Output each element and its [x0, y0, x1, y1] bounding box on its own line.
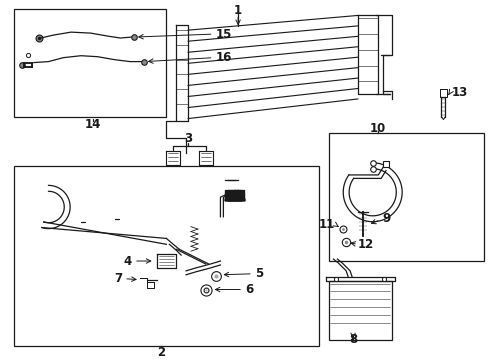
- Text: 12: 12: [358, 238, 374, 251]
- Text: 8: 8: [349, 333, 357, 346]
- Text: 6: 6: [245, 283, 253, 296]
- Text: 5: 5: [255, 267, 263, 280]
- Bar: [328, 281, 392, 339]
- Text: 2: 2: [157, 346, 166, 359]
- Text: 15: 15: [216, 28, 232, 41]
- Text: 11: 11: [319, 218, 335, 231]
- Bar: [14, 9, 167, 117]
- Text: 9: 9: [383, 212, 391, 225]
- Bar: [328, 133, 484, 261]
- Text: 4: 4: [124, 255, 132, 267]
- Text: 3: 3: [184, 132, 192, 145]
- Text: 1: 1: [234, 4, 242, 17]
- Text: 14: 14: [85, 118, 101, 131]
- Text: 16: 16: [216, 51, 232, 64]
- Text: 13: 13: [451, 86, 467, 99]
- Text: 10: 10: [369, 122, 386, 135]
- Bar: [14, 166, 318, 346]
- Text: 7: 7: [114, 272, 122, 285]
